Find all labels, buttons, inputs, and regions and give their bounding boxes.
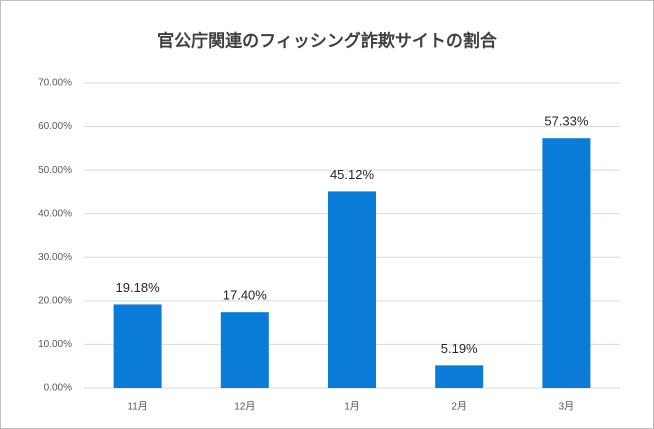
- x-tick-label: 12月: [234, 401, 255, 413]
- y-tick-label: 30.00%: [38, 252, 72, 263]
- bar: [328, 191, 376, 388]
- y-tick-label: 0.00%: [44, 383, 72, 394]
- y-tick-label: 10.00%: [38, 339, 72, 350]
- x-tick-label: 3月: [559, 401, 575, 413]
- data-label: 57.33%: [544, 114, 589, 129]
- x-tick-label: 2月: [451, 401, 467, 413]
- bar: [220, 312, 269, 388]
- bar: [435, 365, 484, 388]
- y-tick-label: 40.00%: [38, 208, 72, 219]
- y-tick-label: 70.00%: [38, 78, 72, 89]
- y-tick-label: 20.00%: [38, 295, 72, 306]
- y-tick-label: 50.00%: [38, 165, 72, 176]
- bar: [542, 138, 591, 388]
- data-label: 17.40%: [223, 288, 268, 303]
- bar: [113, 304, 162, 388]
- data-label: 19.18%: [116, 280, 161, 295]
- x-tick-label: 11月: [127, 401, 147, 413]
- data-label: 5.19%: [441, 341, 478, 356]
- data-label: 45.12%: [330, 167, 375, 182]
- chart-title: 官公庁関連のフィッシング詐欺サイトの割合: [157, 30, 498, 50]
- y-tick-label: 60.00%: [38, 121, 72, 132]
- x-tick-label: 1月: [344, 401, 360, 413]
